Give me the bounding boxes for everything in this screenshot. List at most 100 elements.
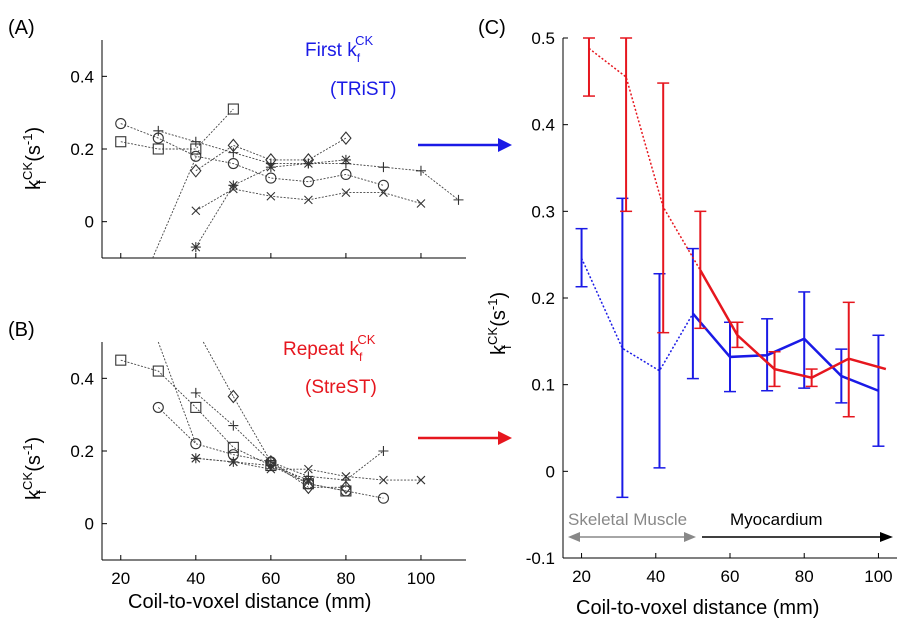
skeletal-muscle-label: Skeletal Muscle [568,510,687,529]
first-k-sub: f [357,51,361,65]
panel-c-first-errorbar [761,318,774,392]
panel-a-point-cross [266,191,276,201]
panel-b-series-line [120,359,347,492]
myocardium-arrow [702,532,893,542]
panel-b-point-diamond [302,480,315,495]
panel-c-first-errorbar [872,334,885,447]
panel-a-point-circle [190,150,202,162]
first-annotation-line2: (TRiST) [330,79,396,100]
panel-a-series-line [120,108,234,150]
panel-c-chart: -0.1 0 0.1 0.2 0.3 0.4 0.5 20 40 60 80 100 [526,29,897,586]
panel-b-ylabel-k: k [23,489,45,500]
panel-b-point-square [190,401,202,413]
panel-b-ytick-label: 0.2 [70,442,94,461]
panel-c-ylabel-unit: (s [488,310,510,332]
panel-c-xtick-label: 80 [795,567,814,586]
panel-c-first-errorbar [798,291,811,389]
first-k-text: First k [305,40,357,61]
panel-b-point-cross [266,464,276,474]
panel-c-xtick-label: 20 [572,567,591,586]
first-k-sup: CK [355,33,373,48]
panel-b-ylabel-unitsup: -1 [20,444,35,456]
panel-a-point-cross [191,206,201,216]
panel-b-series-line [157,341,197,444]
myocardium-label: Myocardium [730,510,823,529]
panel-a-point-square [152,143,164,155]
panel-b-point-plus [190,387,201,398]
panel-b-point-star [303,475,314,486]
panel-a-ylabel-k: k [23,179,45,190]
panel-b-series-line [195,392,384,481]
panel-c-xtick-label: 40 [646,567,665,586]
panel-c-ylabel-unitsup: -1 [485,299,500,311]
panel-b-point-cross [304,464,313,474]
panel-b-series-line [232,396,346,488]
panel-a-point-cross [304,195,313,205]
panel-a-ylabel-close: ) [23,127,45,134]
panel-a-ylabel: kCKf (s-1) [20,127,49,190]
panel-c-repeat-errorbar [768,350,781,388]
panel-c-ytick-label: 0.3 [531,202,555,221]
panel-a-point-plus [415,165,426,176]
repeat-annotation-line2: (StreST) [305,377,377,398]
panel-c-ylabel-sup: CK [485,327,500,345]
panel-a-point-plus [153,125,164,136]
repeat-annotation-line1: Repeat kf CK [283,332,376,364]
panel-b-point-plus [378,446,389,456]
panel-a-series-line [120,123,384,186]
panel-c-first-errorbar [835,348,848,404]
panel-a-ytick-label: 0.4 [70,67,94,86]
panel-a-point-square [115,136,127,148]
panel-b-point-circle [152,401,164,413]
panel-b-xtick-label: 20 [111,569,130,588]
panel-label-c: (C) [478,17,506,39]
panel-c-xtick-label: 60 [721,567,740,586]
panel-a-point-circle [302,176,314,188]
panel-b-xlabel: Coil-to-voxel distance (mm) [128,591,371,613]
panel-a-ytick-label: 0 [85,213,94,232]
panel-b-series-line [202,341,234,397]
panel-b-point-square [152,365,164,377]
panel-b-xtick-label: 100 [407,569,435,588]
panel-a-point-diamond [190,163,202,178]
panel-c-first-solid-line [691,312,879,392]
panel-c-xtick-label: 100 [864,567,892,586]
panel-b-ylabel-unit: (s [23,455,45,477]
panel-c-repeat-errorbar [805,368,818,388]
panel-c-ytick-label: 0.1 [531,376,555,395]
panel-a-point-cross [341,188,351,197]
panel-b-point-cross [379,475,388,485]
panel-b-xtick-label: 40 [186,569,205,588]
panel-label-b: (B) [8,319,35,341]
panel-c-repeat-errorbar [582,37,595,97]
panel-c-ytick-label: 0.4 [531,116,555,135]
panel-b-point-square [227,441,239,453]
panel-b-xtick-label: 60 [261,569,280,588]
panel-a-point-star [265,162,276,173]
panel-c-repeat-errorbar [731,321,744,349]
panel-a-point-cross [228,184,238,194]
panel-a-point-square [227,103,239,115]
panel-b-series-line [195,457,309,481]
panel-a-point-circle [115,118,127,130]
panel-a-point-circle [377,179,389,191]
repeat-k-sub: f [359,350,363,364]
repeat-arrow [418,431,512,445]
panel-a-point-plus [453,194,464,205]
panel-c-repeat-errorbar [694,210,707,330]
panel-b-point-cross [416,475,426,485]
panel-b-point-plus [228,420,239,431]
panel-b-point-cross [228,457,238,467]
panel-b-point-square [340,485,352,497]
panel-a-ytick-label: 0.2 [70,140,94,159]
first-annotation-line1: First kf CK [305,33,373,65]
panel-b-ylabel: kCKf (s-1) [20,437,49,500]
panel-c-ytick-label: 0 [546,462,555,481]
panel-c-repeat-errorbar [657,82,670,334]
panel-a-point-plus [228,147,239,158]
panel-c-ytick-label: 0.5 [531,29,555,48]
panel-b-ytick-label: 0.4 [70,369,94,388]
panel-c-ylabel-k: k [488,344,510,355]
panel-a-point-circle [265,172,277,184]
